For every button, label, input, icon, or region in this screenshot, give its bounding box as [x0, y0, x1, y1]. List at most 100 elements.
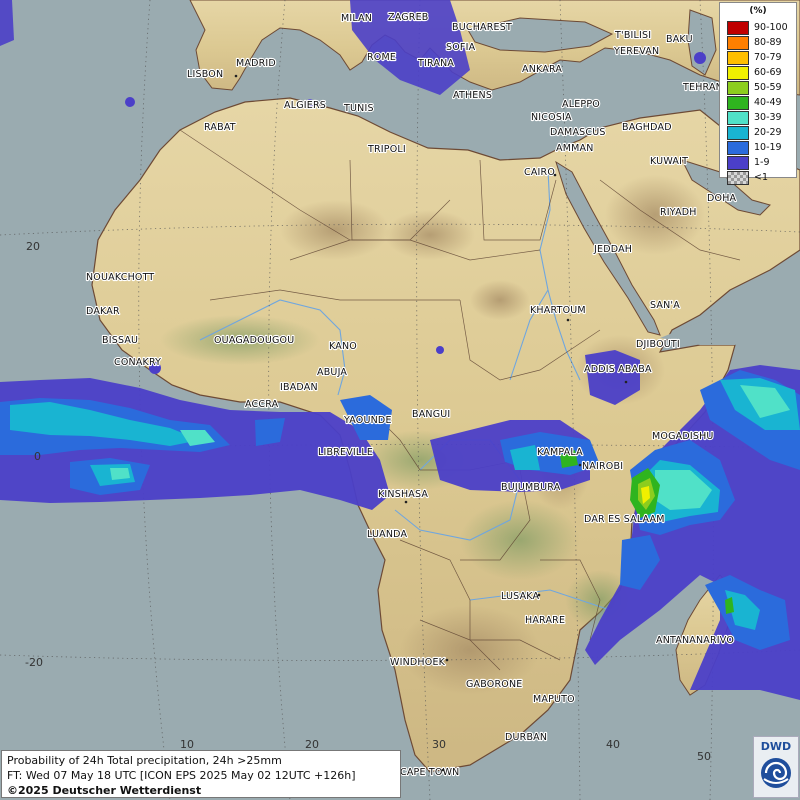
dwd-logo: DWD	[753, 736, 799, 798]
city-label: BANGUI	[412, 409, 450, 420]
city-label: DOHA	[707, 193, 737, 204]
city-label: KANO	[329, 341, 357, 352]
city-label: BUJUMBURA	[501, 482, 561, 493]
city-labels: MILAN ZAGREB BUCHAREST ROME SOFIA TIRANA…	[85, 11, 738, 779]
legend-label: 30-39	[754, 112, 782, 123]
city-label: TRIPOLI	[367, 144, 406, 155]
legend-item: 1-9	[720, 155, 796, 170]
grid-labels: 20 0 -20 10 20 30 40 50	[25, 240, 711, 763]
legend-item: 60-69	[720, 65, 796, 80]
precipitation-fields	[0, 0, 800, 700]
legend-swatch	[727, 110, 749, 125]
city-label: KUWAIT	[650, 156, 688, 167]
legend-item: 80-89	[720, 35, 796, 50]
grid-label-lon-20: 20	[305, 738, 319, 751]
city-label: CAPE TOWN	[400, 767, 459, 778]
city-markers	[234, 74, 628, 772]
grid-label-lon-30: 30	[432, 738, 446, 751]
city-label: ABUJA	[317, 367, 347, 378]
legend-label: 1-9	[754, 157, 770, 168]
city-label: BAGHDAD	[622, 122, 672, 133]
city-label: LISBON	[187, 69, 223, 80]
copyright: ©2025 Deutscher Wetterdienst	[7, 784, 202, 797]
city-label: KINSHASA	[378, 489, 428, 500]
city-label: DAMASCUS	[550, 127, 606, 138]
city-label: WINDHOEK	[390, 657, 446, 668]
legend-swatch	[727, 170, 749, 185]
city-label: ATHENS	[453, 90, 492, 101]
legend-item: 30-39	[720, 110, 796, 125]
city-label: DURBAN	[505, 732, 547, 743]
legend-item: 50-59	[720, 80, 796, 95]
legend-unit: (%)	[749, 6, 767, 16]
city-label: CAIRO	[524, 167, 555, 178]
legend-item: 70-79	[720, 50, 796, 65]
city-label: ALEPPO	[562, 99, 600, 110]
city-label: LUANDA	[367, 529, 408, 540]
city-label: NICOSIA	[531, 112, 572, 123]
city-label: MILAN	[341, 13, 372, 24]
city-label: LUSAKA	[501, 591, 540, 602]
legend-item: 10-19	[720, 140, 796, 155]
city-label: DJIBOUTI	[636, 339, 680, 350]
legend-swatch	[727, 80, 749, 95]
city-label: ALGIERS	[284, 100, 326, 111]
city-label: BISSAU	[102, 335, 138, 346]
city-label: JEDDAH	[593, 244, 632, 255]
city-label: MOGADISHU	[652, 431, 714, 442]
city-label: ANKARA	[522, 64, 562, 75]
city-label: KHARTOUM	[530, 305, 586, 316]
grid-label-lon-40: 40	[606, 738, 620, 751]
legend-swatch	[727, 20, 749, 35]
legend-swatch	[727, 35, 749, 50]
grid-label-lon-10: 10	[180, 738, 194, 751]
city-label: NAIROBI	[582, 461, 623, 472]
legend-label: <1	[754, 172, 769, 183]
city-label: YEREVAN	[613, 46, 659, 57]
legend-label: 20-29	[754, 127, 782, 138]
city-label: DAR ES SALAAM	[584, 514, 665, 525]
legend-rows: 90-100 80-89 70-79 60-69 50-59 40-49 30-39 20-2…	[720, 20, 796, 185]
legend-label: 40-49	[754, 97, 782, 108]
city-label: SAN'A	[650, 300, 680, 311]
city-label: MAPUTO	[533, 694, 575, 705]
grid-label-lat-0: 0	[34, 450, 41, 463]
grid-label-lon-50: 50	[697, 750, 711, 763]
gulf-of-aden	[660, 310, 760, 345]
legend-swatch	[727, 125, 749, 140]
legend-label: 10-19	[754, 142, 782, 153]
legend-swatch	[727, 65, 749, 80]
city-label: BUCHAREST	[452, 22, 512, 33]
city-label: SOFIA	[446, 42, 476, 53]
city-label: ADDIS ABABA	[584, 364, 652, 375]
city-label: CONAKRY	[114, 357, 161, 368]
legend: (%) 90-100 80-89 70-79 60-69 50-59 40-49 30-39…	[719, 2, 797, 185]
city-label: TEHRAN	[682, 82, 723, 93]
city-label: RIYADH	[660, 207, 697, 218]
legend-label: 50-59	[754, 82, 782, 93]
product-title: Probability of 24h Total precipitation, …	[7, 754, 282, 767]
forecast-time: FT: Wed 07 May 18 UTC [ICON EPS 2025 May…	[7, 769, 356, 782]
legend-item: <1	[720, 170, 796, 185]
info-box: Probability of 24h Total precipitation, …	[1, 750, 401, 798]
legend-swatch	[727, 50, 749, 65]
city-label: RABAT	[204, 122, 236, 133]
red-sea	[555, 160, 661, 336]
city-label: T'BILISI	[614, 30, 651, 41]
city-label: GABORONE	[466, 679, 522, 690]
legend-swatch	[727, 155, 749, 170]
city-label: AMMAN	[556, 143, 594, 154]
city-label: YAOUNDE	[343, 415, 392, 426]
legend-item: 40-49	[720, 95, 796, 110]
city-label: KAMPALA	[537, 447, 583, 458]
city-label: ROME	[367, 52, 396, 63]
city-label: NOUAKCHOTT	[86, 272, 154, 283]
legend-label: 70-79	[754, 52, 782, 63]
city-label: ZAGREB	[388, 12, 429, 23]
black-sea	[467, 17, 614, 53]
city-label: HARARE	[525, 615, 565, 626]
city-label: OUAGADOUGOU	[214, 335, 294, 346]
grid-label-lat-20n: 20	[26, 240, 40, 253]
legend-label: 90-100	[754, 22, 788, 33]
